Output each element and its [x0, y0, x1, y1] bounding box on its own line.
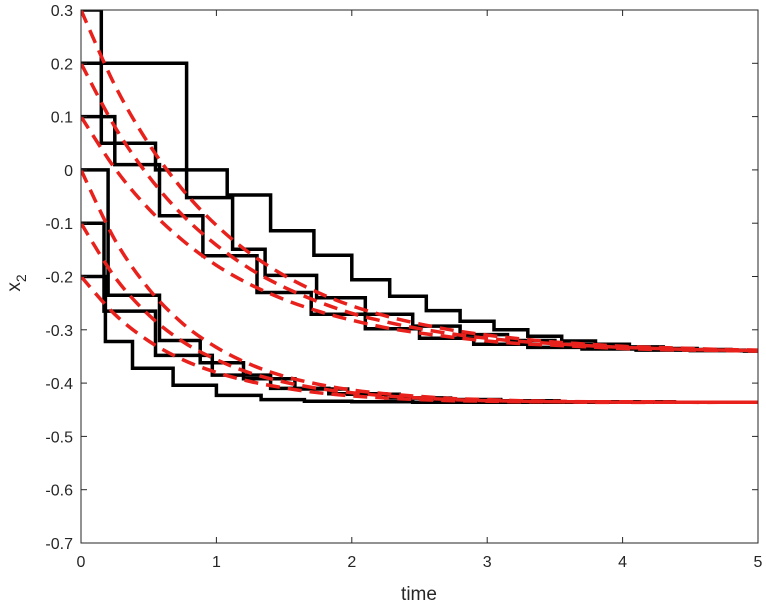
y-tick-label: -0.5	[45, 429, 73, 446]
y-tick-label: 0.1	[51, 110, 73, 127]
y-axis-label-subscript: 2	[13, 274, 29, 282]
plot-area	[81, 10, 758, 543]
y-axis-label-main: x	[4, 282, 25, 292]
continuous-series-line	[81, 275, 758, 405]
y-tick-label: -0.7	[45, 536, 73, 553]
x-tick-label: 2	[347, 554, 356, 571]
y-tick-label: 0	[64, 163, 73, 180]
continuous-series-line	[81, 115, 758, 353]
x-tick-label: 3	[483, 554, 492, 571]
x-tick-label: 5	[754, 554, 763, 571]
y-tick-label: -0.6	[45, 483, 73, 500]
x-tick-label: 4	[618, 554, 627, 571]
y-axis-label-text: x2	[4, 274, 29, 292]
x-axis-label: time	[401, 584, 437, 605]
x-tick-label: 0	[77, 554, 86, 571]
y-tick-label: -0.2	[45, 270, 73, 287]
y-tick-label: 0.2	[51, 56, 73, 73]
y-tick-label: -0.1	[45, 216, 73, 233]
y-tick-label: 0.3	[51, 3, 73, 20]
y-tick-label: -0.4	[45, 376, 73, 393]
continuous-series-line	[81, 10, 758, 352]
y-tick-label: -0.3	[45, 323, 73, 340]
y-axis-label: x2	[4, 274, 29, 292]
ticks-layer: 0 1 2 3 4 5 0.3 0.2 0.1 0 -0.1 -0.2 -0.3 -0.4 -0.5 -0.6…	[45, 3, 762, 571]
x-tick-label: 1	[212, 554, 221, 571]
continuous-series-line	[81, 62, 758, 353]
series-layer	[81, 10, 758, 405]
